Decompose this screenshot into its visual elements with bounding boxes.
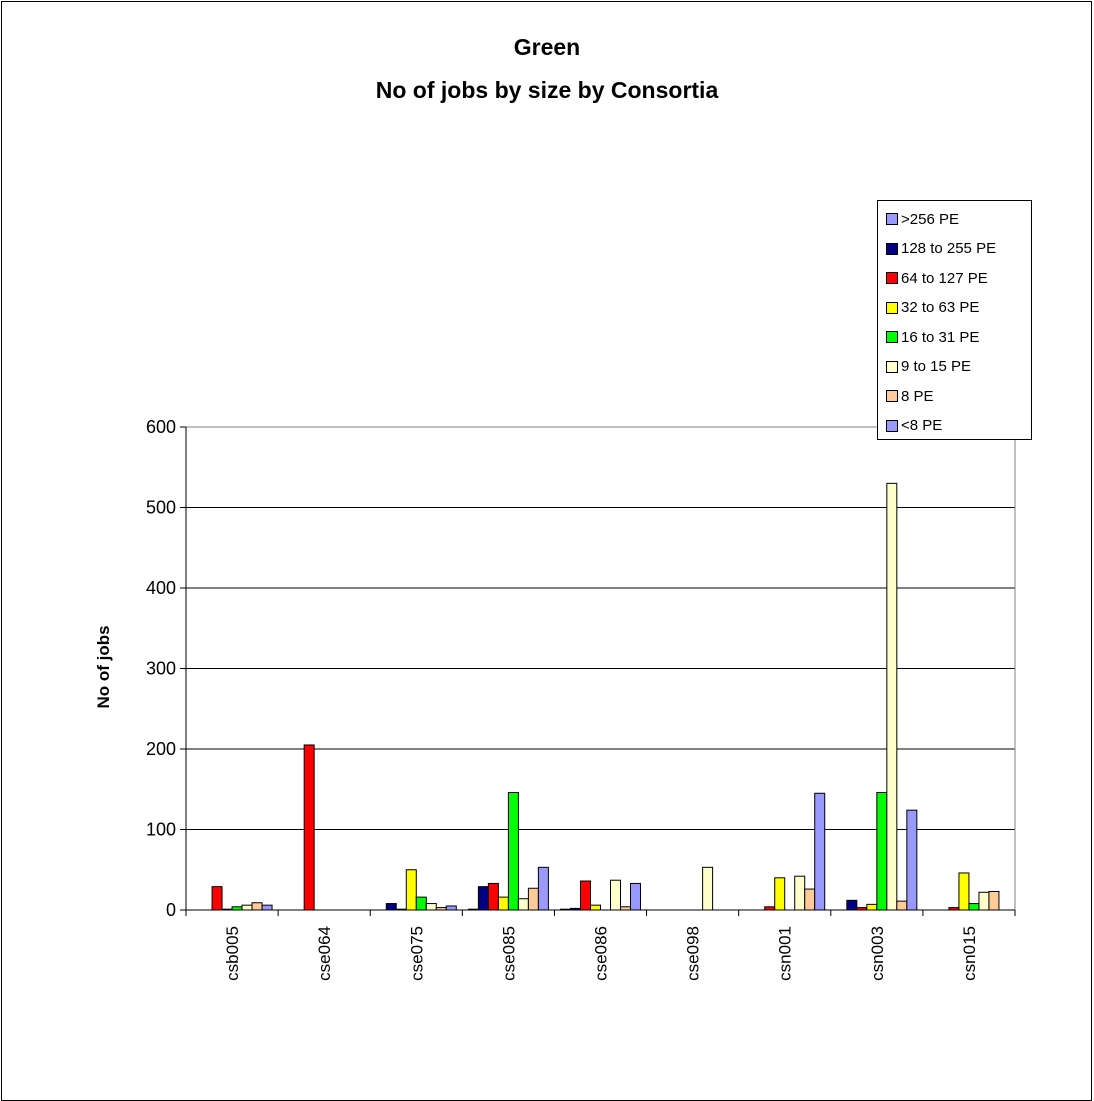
bar bbox=[804, 888, 816, 911]
bar bbox=[507, 791, 519, 911]
x-tick-label: cse086 bbox=[592, 926, 611, 981]
bar bbox=[590, 904, 601, 911]
bar bbox=[241, 904, 253, 911]
bar bbox=[886, 482, 898, 911]
legend-label: >256 PE bbox=[901, 210, 959, 228]
y-tick-label: 500 bbox=[146, 498, 176, 518]
bar bbox=[968, 903, 980, 911]
bar bbox=[231, 906, 243, 911]
bar bbox=[958, 872, 970, 911]
legend-item: 8 PE bbox=[886, 386, 934, 406]
legend-label: 9 to 15 PE bbox=[901, 358, 972, 375]
chart-title: Green bbox=[513, 34, 581, 60]
x-tick-label: csb005 bbox=[223, 926, 242, 981]
bar bbox=[846, 899, 858, 911]
legend-swatch bbox=[886, 419, 898, 432]
bar bbox=[497, 896, 509, 911]
bar bbox=[261, 904, 273, 911]
legend-swatch bbox=[886, 331, 898, 343]
legend-label: <8 PE bbox=[901, 417, 943, 434]
bar bbox=[856, 907, 868, 911]
legend-item: >256 PE bbox=[886, 209, 959, 229]
legend-swatch bbox=[886, 213, 898, 225]
bar bbox=[477, 886, 489, 911]
bar bbox=[487, 882, 499, 911]
bar bbox=[978, 891, 990, 911]
bar bbox=[435, 907, 447, 911]
y-tick-label: 300 bbox=[146, 659, 176, 679]
x-tick-label: cse098 bbox=[684, 926, 703, 981]
bar bbox=[774, 877, 786, 911]
legend-item: 9 to 15 PE bbox=[886, 357, 971, 377]
bar bbox=[906, 809, 918, 911]
x-tick-label: cse075 bbox=[407, 926, 426, 981]
y-tick-label: 100 bbox=[146, 820, 176, 840]
x-tick-label: csn015 bbox=[960, 926, 979, 981]
bar bbox=[415, 896, 427, 911]
bar bbox=[395, 908, 407, 911]
bar bbox=[702, 866, 714, 911]
y-tick-label: 600 bbox=[146, 417, 176, 437]
bar bbox=[764, 906, 776, 911]
bar bbox=[221, 908, 233, 911]
legend-item: 16 to 31 PE bbox=[886, 327, 979, 347]
bar bbox=[251, 902, 263, 911]
y-tick-label: 0 bbox=[166, 900, 176, 920]
bar bbox=[385, 903, 397, 911]
bar bbox=[517, 898, 529, 911]
bar bbox=[876, 791, 888, 911]
y-axis-label: No of jobs bbox=[94, 625, 113, 709]
x-tick-label: cse064 bbox=[315, 926, 334, 981]
bar bbox=[405, 869, 417, 911]
y-tick-label: 200 bbox=[146, 739, 176, 759]
legend-swatch bbox=[886, 272, 898, 284]
x-tick-label: cse085 bbox=[499, 926, 518, 981]
bar bbox=[303, 744, 315, 911]
y-tick-label: 400 bbox=[146, 578, 176, 598]
legend-swatch bbox=[886, 390, 898, 402]
legend-item: 64 to 127 PE bbox=[886, 268, 988, 288]
bar bbox=[445, 905, 457, 911]
legend-label: 8 PE bbox=[901, 387, 934, 405]
bar bbox=[610, 879, 621, 911]
bar bbox=[527, 887, 539, 911]
bar bbox=[467, 908, 479, 911]
bar bbox=[570, 907, 581, 911]
legend-item: 128 to 255 PE bbox=[886, 239, 996, 259]
legend-label: 32 to 63 PE bbox=[901, 299, 980, 316]
legend-swatch bbox=[886, 301, 898, 314]
x-tick-label: csn001 bbox=[776, 926, 795, 981]
bar bbox=[948, 907, 960, 911]
bar bbox=[580, 880, 591, 911]
bar bbox=[211, 886, 223, 911]
bar bbox=[896, 900, 908, 911]
legend: >256 PE 128 to 255 PE 64 to 127 PE 32 to 63… bbox=[877, 200, 1032, 440]
bar bbox=[794, 875, 806, 911]
legend-swatch bbox=[886, 242, 898, 255]
bar bbox=[425, 903, 437, 911]
bar bbox=[814, 792, 826, 911]
legend-swatch bbox=[886, 360, 898, 373]
bar bbox=[620, 906, 631, 911]
legend-item: 32 to 63 PE bbox=[886, 298, 979, 318]
legend-label: 64 to 127 PE bbox=[901, 269, 988, 287]
bar bbox=[560, 908, 571, 911]
bar bbox=[630, 882, 641, 911]
bar bbox=[537, 866, 549, 911]
bar bbox=[988, 890, 1000, 911]
legend-item: <8 PE bbox=[886, 416, 942, 436]
legend-label: 128 to 255 PE bbox=[901, 240, 997, 257]
bar bbox=[866, 903, 878, 911]
legend-label: 16 to 31 PE bbox=[901, 328, 980, 346]
x-tick-label: csn003 bbox=[868, 926, 887, 981]
chart-subtitle: No of jobs by size by Consortia bbox=[375, 77, 719, 103]
